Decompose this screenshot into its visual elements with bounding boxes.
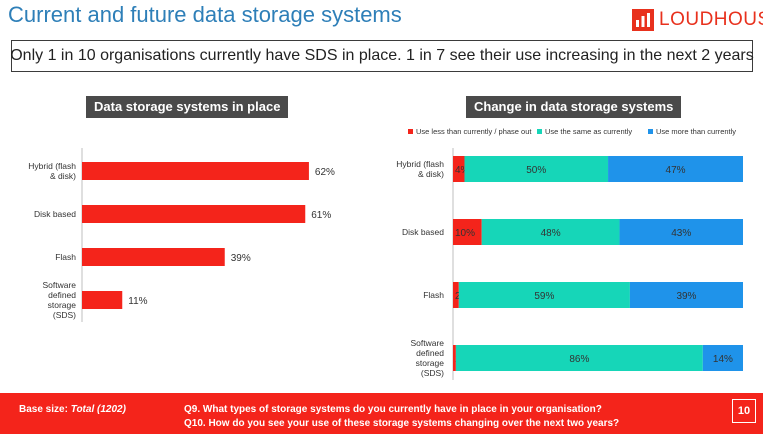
left-chart-title: Data storage systems in place: [86, 96, 289, 118]
brand-logo: LOUDHOUSE: [632, 8, 763, 32]
left-category-label: Software defined storage (SDS): [42, 280, 76, 320]
stacked-bar-segment: [481, 219, 620, 245]
segment-value-label: 86%: [569, 354, 589, 365]
headline-text: Only 1 in 10 organisations currently hav…: [10, 47, 754, 64]
right-category-label: Flash: [423, 290, 444, 300]
segment-value-label: 39%: [676, 291, 696, 302]
right-category-label: Hybrid (flash & disk): [396, 159, 444, 179]
left-value-label: 39%: [231, 253, 251, 264]
left-value-label: 62%: [315, 167, 335, 178]
segment-value-label: 59%: [534, 291, 554, 302]
stacked-bar-segment: [453, 345, 456, 371]
stacked-bar-segment: [464, 156, 609, 182]
stacked-bar-segment: [453, 282, 459, 308]
left-bar: [82, 291, 123, 309]
left-category-label: Hybrid (flash & disk): [28, 161, 76, 181]
loudhouse-logo-icon: [632, 9, 654, 31]
page-number: 10: [732, 399, 756, 423]
segment-value-label: 10%: [455, 228, 475, 239]
left-value-label: 11%: [128, 296, 147, 307]
legend-label: Use the same as currently: [545, 127, 632, 136]
right-category-label: Software defined storage (SDS): [410, 338, 444, 378]
stacked-bar-segment: [453, 156, 465, 182]
segment-value-label: 43%: [671, 228, 691, 239]
segment-value-label: 4%: [455, 165, 470, 176]
right-chart-title: Change in data storage systems: [466, 96, 682, 118]
footer-bar: Base size: Total (1202) Q9. What types o…: [0, 393, 763, 434]
legend-swatch: [537, 129, 542, 134]
brand-name: LOUDHOUSE: [659, 9, 763, 30]
stacked-bar-segment: [619, 219, 743, 245]
stacked-bar-segment: [458, 282, 630, 308]
left-bar: [82, 205, 306, 223]
base-size-value: Total (1202): [70, 404, 126, 415]
left-category-label: Disk based: [34, 209, 76, 219]
stacked-bar-segment: [629, 282, 743, 308]
stacked-bar-segment: [702, 345, 743, 371]
legend-label: Use less than currently / phase out: [416, 127, 532, 136]
base-size: Base size: Total (1202): [19, 404, 126, 415]
left-value-label: 61%: [311, 210, 331, 221]
left-bar: [82, 248, 225, 266]
legend-swatch: [408, 129, 413, 134]
legend-label: Use more than currently: [656, 127, 736, 136]
stacked-bar-segment: [608, 156, 743, 182]
question-q10: Q10. How do you see your use of these st…: [184, 418, 620, 429]
stacked-bar-segment: [455, 345, 703, 371]
left-category-label: Flash: [55, 252, 76, 262]
page-title: Current and future data storage systems: [8, 2, 402, 27]
stacked-bar-segment: [453, 219, 482, 245]
segment-value-label: 14%: [713, 354, 733, 365]
question-q9: Q9. What types of storage systems do you…: [184, 404, 602, 415]
legend-swatch: [648, 129, 653, 134]
base-size-label: Base size:: [19, 404, 68, 415]
right-category-label: Disk based: [402, 227, 444, 237]
headline-box: Only 1 in 10 organisations currently hav…: [10, 40, 754, 72]
segment-value-label: 47%: [666, 165, 686, 176]
segment-value-label: 48%: [541, 228, 561, 239]
left-bar: [82, 162, 309, 180]
segment-value-label: 50%: [526, 165, 546, 176]
